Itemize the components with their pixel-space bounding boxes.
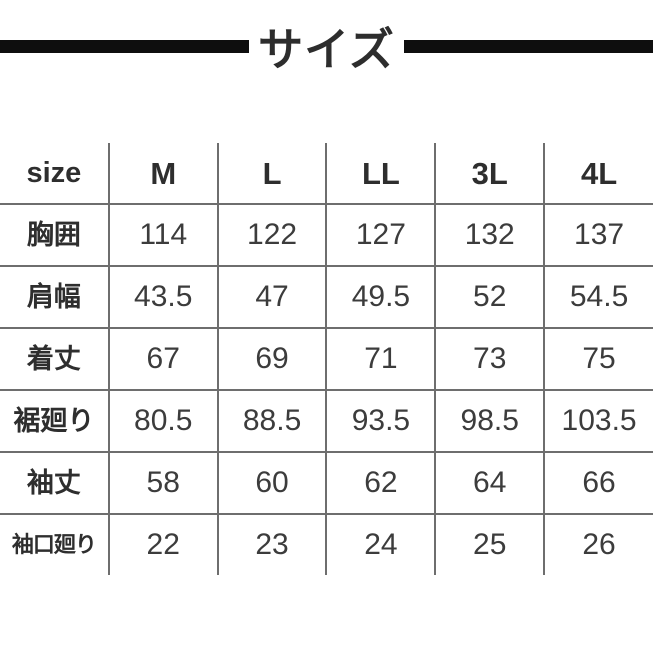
page-title: サイズ xyxy=(258,23,395,75)
size-header-M: M xyxy=(107,142,219,205)
value-cell: 73 xyxy=(434,327,546,391)
value-cell: 122 xyxy=(216,203,328,267)
row-label: 着丈 xyxy=(0,327,110,391)
row-label: 袖丈 xyxy=(0,451,110,515)
value-cell: 71 xyxy=(325,327,437,391)
header-row: size M L LL 3L 4L xyxy=(0,142,653,205)
table-row: 着丈 67 69 71 73 75 xyxy=(0,327,653,391)
title-bar-right xyxy=(403,39,653,53)
value-cell: 60 xyxy=(216,451,328,515)
value-cell: 137 xyxy=(543,203,653,267)
table-row: 裾廻り 80.5 88.5 93.5 98.5 103.5 xyxy=(0,389,653,453)
size-header-LL: LL xyxy=(325,142,437,205)
value-cell: 64 xyxy=(434,451,546,515)
corner-cell-size: size xyxy=(0,142,110,205)
value-cell: 58 xyxy=(107,451,219,515)
value-cell: 54.5 xyxy=(543,265,653,329)
title-band: サイズ xyxy=(0,0,653,92)
table-row: 袖丈 58 60 62 64 66 xyxy=(0,451,653,515)
value-cell: 132 xyxy=(434,203,546,267)
value-cell: 22 xyxy=(107,513,219,576)
size-header-L: L xyxy=(216,142,328,205)
value-cell: 43.5 xyxy=(107,265,219,329)
size-header-3L: 3L xyxy=(434,142,546,205)
size-table-body: 胸囲 114 122 127 132 137 肩幅 43.5 47 49.5 52 54.5 着丈 67 6… xyxy=(0,203,653,576)
value-cell: 23 xyxy=(216,513,328,576)
value-cell: 26 xyxy=(543,513,653,576)
value-cell: 98.5 xyxy=(434,389,546,453)
size-table: size M L LL 3L 4L 胸囲 114 122 127 132 137 肩幅 43.5 47 49… xyxy=(0,142,653,576)
value-cell: 88.5 xyxy=(216,389,328,453)
value-cell: 114 xyxy=(107,203,219,267)
row-label: 胸囲 xyxy=(0,203,110,267)
value-cell: 67 xyxy=(107,327,219,391)
value-cell: 127 xyxy=(325,203,437,267)
value-cell: 25 xyxy=(434,513,546,576)
size-header-4L: 4L xyxy=(543,142,653,205)
table-row: 袖口廻り 22 23 24 25 26 xyxy=(0,513,653,576)
value-cell: 93.5 xyxy=(325,389,437,453)
size-table-head: size M L LL 3L 4L xyxy=(0,142,653,205)
title-bar-left xyxy=(0,39,250,53)
row-label: 肩幅 xyxy=(0,265,110,329)
value-cell: 62 xyxy=(325,451,437,515)
value-cell: 75 xyxy=(543,327,653,391)
value-cell: 80.5 xyxy=(107,389,219,453)
table-row: 肩幅 43.5 47 49.5 52 54.5 xyxy=(0,265,653,329)
value-cell: 69 xyxy=(216,327,328,391)
value-cell: 103.5 xyxy=(543,389,653,453)
table-row: 胸囲 114 122 127 132 137 xyxy=(0,203,653,267)
value-cell: 49.5 xyxy=(325,265,437,329)
value-cell: 52 xyxy=(434,265,546,329)
value-cell: 24 xyxy=(325,513,437,576)
row-label: 袖口廻り xyxy=(0,513,110,576)
value-cell: 47 xyxy=(216,265,328,329)
value-cell: 66 xyxy=(543,451,653,515)
row-label: 裾廻り xyxy=(0,389,110,453)
